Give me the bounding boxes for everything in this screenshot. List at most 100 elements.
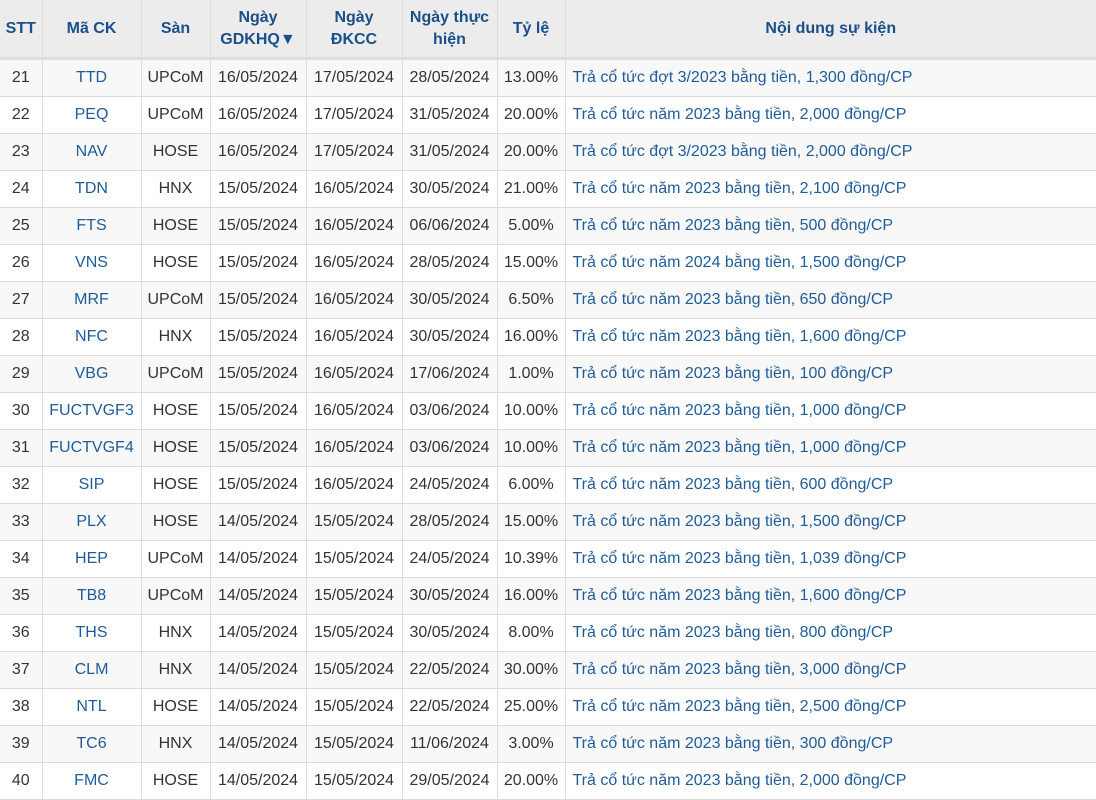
event-content-link[interactable]: Trả cổ tức năm 2023 bằng tiền, 600 đồng/… xyxy=(565,466,1096,504)
header-exdate[interactable]: Ngày GDKHQ▼ xyxy=(210,0,307,60)
exchange-cell: HNX xyxy=(141,170,211,208)
stock-code-link[interactable]: FMC xyxy=(42,762,142,800)
table-row: 30 FUCTVGF3 HOSE 15/05/2024 16/05/2024 03/06/… xyxy=(0,392,1096,430)
stock-code-link[interactable]: NAV xyxy=(42,133,142,171)
stock-code-link[interactable]: THS xyxy=(42,614,142,652)
header-content[interactable]: Nội dung sự kiện xyxy=(565,0,1096,60)
record-date-cell: 16/05/2024 xyxy=(306,170,403,208)
record-date-cell: 16/05/2024 xyxy=(306,392,403,430)
pay-date-cell: 24/05/2024 xyxy=(402,540,498,578)
exdate-cell: 14/05/2024 xyxy=(210,577,307,615)
exdate-cell: 15/05/2024 xyxy=(210,318,307,356)
event-content-link[interactable]: Trả cổ tức năm 2023 bằng tiền, 1,600 đồn… xyxy=(565,318,1096,356)
event-content-link[interactable]: Trả cổ tức năm 2023 bằng tiền, 2,000 đồn… xyxy=(565,96,1096,134)
stock-code-link[interactable]: TC6 xyxy=(42,725,142,763)
record-date-cell: 15/05/2024 xyxy=(306,540,403,578)
exchange-cell: HOSE xyxy=(141,207,211,245)
ratio-cell: 20.00% xyxy=(497,133,566,171)
stt-cell: 27 xyxy=(0,281,43,319)
ratio-cell: 5.00% xyxy=(497,207,566,245)
event-content-link[interactable]: Trả cổ tức năm 2023 bằng tiền, 1,000 đồn… xyxy=(565,429,1096,467)
event-content-link[interactable]: Trả cổ tức năm 2023 bằng tiền, 1,600 đồn… xyxy=(565,577,1096,615)
stock-code-link[interactable]: HEP xyxy=(42,540,142,578)
table-row: 37 CLM HNX 14/05/2024 15/05/2024 22/05/2024 30… xyxy=(0,651,1096,689)
event-content-link[interactable]: Trả cổ tức năm 2023 bằng tiền, 1,000 đồn… xyxy=(565,392,1096,430)
event-content-link[interactable]: Trả cổ tức năm 2023 bằng tiền, 3,000 đồn… xyxy=(565,651,1096,689)
event-content-link[interactable]: Trả cổ tức năm 2023 bằng tiền, 800 đồng/… xyxy=(565,614,1096,652)
ratio-cell: 16.00% xyxy=(497,318,566,356)
event-content-link[interactable]: Trả cổ tức năm 2023 bằng tiền, 650 đồng/… xyxy=(565,281,1096,319)
exdate-cell: 15/05/2024 xyxy=(210,429,307,467)
exchange-cell: HOSE xyxy=(141,392,211,430)
stock-code-link[interactable]: VBG xyxy=(42,355,142,393)
stt-cell: 30 xyxy=(0,392,43,430)
pay-date-cell: 11/06/2024 xyxy=(402,725,498,763)
event-content-link[interactable]: Trả cổ tức đợt 3/2023 bằng tiền, 1,300 đ… xyxy=(565,58,1096,97)
stt-cell: 38 xyxy=(0,688,43,726)
record-date-cell: 17/05/2024 xyxy=(306,96,403,134)
header-exdate-line2-sort-desc: GDKHQ▼ xyxy=(220,30,296,48)
header-ratio[interactable]: Tỷ lệ xyxy=(497,0,566,60)
stock-code-link[interactable]: NFC xyxy=(42,318,142,356)
stt-cell: 37 xyxy=(0,651,43,689)
pay-date-cell: 30/05/2024 xyxy=(402,170,498,208)
header-exchange[interactable]: Sàn xyxy=(141,0,211,60)
pay-date-cell: 28/05/2024 xyxy=(402,58,498,97)
stock-code-link[interactable]: FUCTVGF4 xyxy=(42,429,142,467)
exchange-cell: UPCoM xyxy=(141,540,211,578)
event-content-link[interactable]: Trả cổ tức đợt 3/2023 bằng tiền, 2,000 đ… xyxy=(565,133,1096,171)
pay-date-cell: 29/05/2024 xyxy=(402,762,498,800)
stock-code-link[interactable]: TDN xyxy=(42,170,142,208)
exdate-cell: 15/05/2024 xyxy=(210,355,307,393)
exdate-cell: 14/05/2024 xyxy=(210,762,307,800)
exdate-cell: 15/05/2024 xyxy=(210,281,307,319)
pay-date-cell: 28/05/2024 xyxy=(402,244,498,282)
stt-cell: 26 xyxy=(0,244,43,282)
exdate-cell: 14/05/2024 xyxy=(210,540,307,578)
event-content-link[interactable]: Trả cổ tức năm 2023 bằng tiền, 2,000 đồn… xyxy=(565,762,1096,800)
exdate-cell: 15/05/2024 xyxy=(210,170,307,208)
exchange-cell: UPCoM xyxy=(141,96,211,134)
stock-code-link[interactable]: TTD xyxy=(42,58,142,97)
event-content-link[interactable]: Trả cổ tức năm 2023 bằng tiền, 2,500 đồn… xyxy=(565,688,1096,726)
stock-code-link[interactable]: MRF xyxy=(42,281,142,319)
stock-code-link[interactable]: PEQ xyxy=(42,96,142,134)
record-date-cell: 15/05/2024 xyxy=(306,651,403,689)
exdate-cell: 15/05/2024 xyxy=(210,244,307,282)
record-date-cell: 15/05/2024 xyxy=(306,725,403,763)
ratio-cell: 25.00% xyxy=(497,688,566,726)
stock-code-link[interactable]: FTS xyxy=(42,207,142,245)
record-date-cell: 17/05/2024 xyxy=(306,58,403,97)
stock-code-link[interactable]: FUCTVGF3 xyxy=(42,392,142,430)
exchange-cell: HNX xyxy=(141,614,211,652)
stock-code-link[interactable]: NTL xyxy=(42,688,142,726)
stock-code-link[interactable]: VNS xyxy=(42,244,142,282)
event-content-link[interactable]: Trả cổ tức năm 2023 bằng tiền, 100 đồng/… xyxy=(565,355,1096,393)
event-content-link[interactable]: Trả cổ tức năm 2023 bằng tiền, 500 đồng/… xyxy=(565,207,1096,245)
stt-cell: 28 xyxy=(0,318,43,356)
pay-date-cell: 31/05/2024 xyxy=(402,96,498,134)
header-stt[interactable]: STT xyxy=(0,0,43,60)
event-content-link[interactable]: Trả cổ tức năm 2023 bằng tiền, 2,100 đồn… xyxy=(565,170,1096,208)
table-row: 32 SIP HOSE 15/05/2024 16/05/2024 24/05/2024 6… xyxy=(0,466,1096,504)
record-date-cell: 16/05/2024 xyxy=(306,318,403,356)
stt-cell: 29 xyxy=(0,355,43,393)
header-record-date[interactable]: Ngày ĐKCC xyxy=(306,0,403,60)
stock-code-link[interactable]: TB8 xyxy=(42,577,142,615)
stock-code-link[interactable]: PLX xyxy=(42,503,142,541)
table-row: 39 TC6 HNX 14/05/2024 15/05/2024 11/06/2024 3.… xyxy=(0,725,1096,763)
header-pay-date[interactable]: Ngày thực hiện xyxy=(402,0,498,60)
record-date-cell: 16/05/2024 xyxy=(306,281,403,319)
ratio-cell: 20.00% xyxy=(497,96,566,134)
ratio-cell: 13.00% xyxy=(497,58,566,97)
event-content-link[interactable]: Trả cổ tức năm 2023 bằng tiền, 300 đồng/… xyxy=(565,725,1096,763)
event-content-link[interactable]: Trả cổ tức năm 2024 bằng tiền, 1,500 đồn… xyxy=(565,244,1096,282)
stock-code-link[interactable]: SIP xyxy=(42,466,142,504)
stock-code-link[interactable]: CLM xyxy=(42,651,142,689)
record-date-cell: 17/05/2024 xyxy=(306,133,403,171)
exchange-cell: HOSE xyxy=(141,429,211,467)
header-code[interactable]: Mã CK xyxy=(42,0,142,60)
event-content-link[interactable]: Trả cổ tức năm 2023 bằng tiền, 1,500 đồn… xyxy=(565,503,1096,541)
pay-date-cell: 31/05/2024 xyxy=(402,133,498,171)
event-content-link[interactable]: Trả cổ tức năm 2023 bằng tiền, 1,039 đồn… xyxy=(565,540,1096,578)
